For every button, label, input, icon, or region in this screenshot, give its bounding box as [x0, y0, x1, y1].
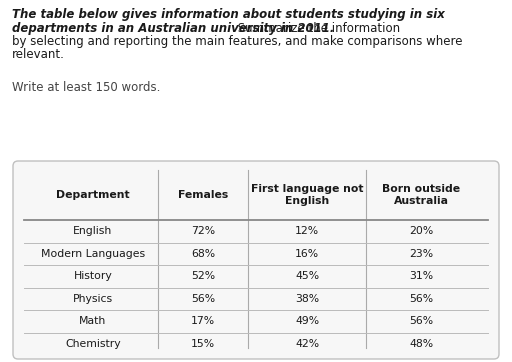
Text: First language not
English: First language not English — [251, 184, 363, 206]
Text: 49%: 49% — [295, 316, 319, 326]
Text: Department: Department — [56, 190, 130, 200]
Text: Summarize the information: Summarize the information — [234, 22, 400, 35]
FancyBboxPatch shape — [13, 161, 499, 359]
Text: Write at least 150 words.: Write at least 150 words. — [12, 81, 160, 94]
Text: 15%: 15% — [191, 339, 215, 349]
Text: 72%: 72% — [191, 226, 215, 236]
Text: 56%: 56% — [409, 316, 433, 326]
Text: departments in an Australian university in 2011.: departments in an Australian university … — [12, 22, 334, 35]
Text: 56%: 56% — [191, 294, 215, 304]
Text: Chemistry: Chemistry — [65, 339, 121, 349]
Text: 45%: 45% — [295, 271, 319, 281]
Text: 52%: 52% — [191, 271, 215, 281]
Text: 31%: 31% — [409, 271, 433, 281]
Text: Born outside
Australia: Born outside Australia — [382, 184, 460, 206]
Text: 17%: 17% — [191, 316, 215, 326]
Text: Females: Females — [178, 190, 228, 200]
Text: relevant.: relevant. — [12, 48, 65, 61]
Text: 20%: 20% — [409, 226, 433, 236]
Text: English: English — [73, 226, 113, 236]
Text: 42%: 42% — [295, 339, 319, 349]
Text: 68%: 68% — [191, 249, 215, 259]
Text: 23%: 23% — [409, 249, 433, 259]
Text: Physics: Physics — [73, 294, 113, 304]
Text: by selecting and reporting the main features, and make comparisons where: by selecting and reporting the main feat… — [12, 35, 462, 48]
Text: 12%: 12% — [295, 226, 319, 236]
Text: History: History — [74, 271, 112, 281]
Text: 48%: 48% — [409, 339, 433, 349]
Text: 56%: 56% — [409, 294, 433, 304]
Text: 16%: 16% — [295, 249, 319, 259]
Text: The table below gives information about students studying in six: The table below gives information about … — [12, 8, 445, 21]
Text: Modern Languages: Modern Languages — [41, 249, 145, 259]
Text: Math: Math — [79, 316, 106, 326]
Text: 38%: 38% — [295, 294, 319, 304]
